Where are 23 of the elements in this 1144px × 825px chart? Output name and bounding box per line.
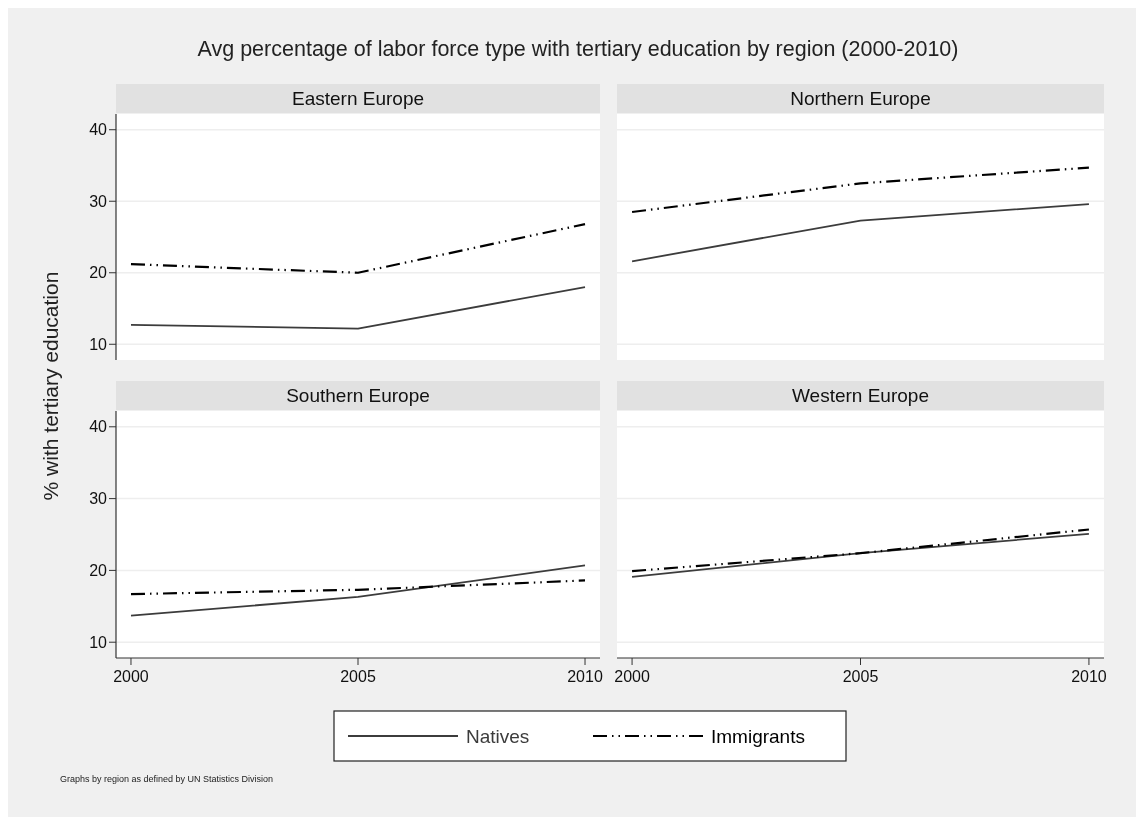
chart-title: Eastern Europe	[291, 88, 425, 109]
y-tick-label: 40	[89, 121, 108, 139]
y-tick-label: 10	[89, 633, 108, 651]
y-tick-label: 20	[89, 562, 108, 579]
x-tick-label: 2005	[340, 668, 376, 685]
text: Natives	[466, 725, 530, 747]
chart-title: Northern Europe	[790, 88, 931, 109]
x-tick-label: 2010	[567, 668, 603, 685]
chart-title: Southern Europe	[286, 385, 430, 406]
text: Graphs by region as defined by UN Statistics Division	[60, 774, 274, 784]
x-tick-label: 2005	[842, 668, 879, 685]
y-tick-label: 20	[89, 264, 108, 282]
x-tick-label: 2010	[1071, 668, 1107, 685]
y-axis-title: % with tertiary education	[39, 271, 62, 501]
y-tick-label: 30	[89, 192, 108, 210]
y-tick-label: 30	[89, 490, 108, 508]
text: Avg percentage of labor force type with tertiary education by region (2000-2010)	[197, 37, 959, 61]
x-tick-label: 2000	[614, 668, 650, 685]
text: Immigrants	[711, 725, 805, 747]
x-tick-label: 2000	[113, 668, 149, 685]
chart-title: Western Europe	[792, 385, 929, 406]
y-tick-label: 10	[89, 335, 108, 353]
y-tick-label: 40	[89, 418, 108, 436]
